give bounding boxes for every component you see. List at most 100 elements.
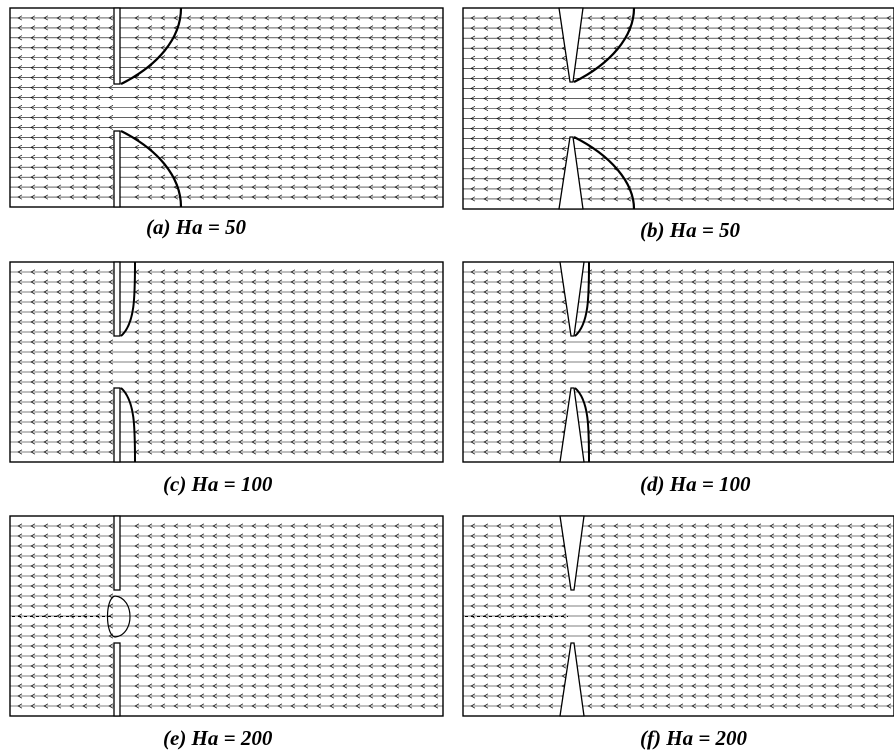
velocity-arrow	[186, 154, 192, 160]
velocity-arrow	[470, 429, 476, 435]
velocity-arrow	[420, 439, 426, 445]
velocity-arrow	[173, 523, 179, 529]
velocity-arrow	[43, 75, 49, 81]
velocity-arrow	[368, 95, 374, 101]
velocity-arrow	[173, 613, 179, 619]
velocity-arrow	[420, 85, 426, 91]
velocity-arrow	[82, 663, 88, 669]
velocity-arrow	[639, 186, 645, 192]
velocity-arrow	[613, 299, 619, 305]
velocity-arrow	[290, 623, 296, 629]
velocity-arrow	[420, 673, 426, 679]
velocity-arrow	[173, 703, 179, 709]
velocity-arrow	[17, 663, 23, 669]
velocity-arrow	[483, 419, 489, 425]
velocity-arrow	[82, 75, 88, 81]
velocity-arrow	[652, 563, 658, 569]
velocity-arrow	[355, 164, 361, 170]
velocity-arrow	[782, 45, 788, 51]
velocity-arrow	[730, 389, 736, 395]
velocity-arrow	[886, 196, 892, 202]
velocity-arrow	[509, 379, 515, 385]
velocity-arrow	[329, 389, 335, 395]
velocity-arrow	[704, 25, 710, 31]
velocity-arrow	[277, 154, 283, 160]
velocity-arrow	[808, 25, 814, 31]
velocity-arrow	[368, 429, 374, 435]
velocity-arrow	[548, 146, 554, 152]
velocity-arrow	[795, 673, 801, 679]
velocity-arrow	[756, 663, 762, 669]
velocity-arrow	[886, 35, 892, 41]
velocity-arrow	[160, 573, 166, 579]
velocity-arrow	[277, 623, 283, 629]
velocity-arrow	[82, 603, 88, 609]
velocity-arrow	[108, 75, 114, 81]
velocity-arrow	[535, 603, 541, 609]
velocity-arrow	[691, 543, 697, 549]
velocity-arrow	[342, 563, 348, 569]
velocity-arrow	[548, 623, 554, 629]
velocity-arrow	[860, 95, 866, 101]
velocity-arrow	[238, 339, 244, 345]
velocity-arrow	[730, 329, 736, 335]
velocity-arrow	[496, 399, 502, 405]
velocity-arrow	[639, 329, 645, 335]
velocity-arrow	[808, 703, 814, 709]
velocity-arrow	[509, 146, 515, 152]
velocity-arrow	[381, 184, 387, 190]
channel-frame	[9, 7, 444, 208]
velocity-arrow	[652, 349, 658, 355]
velocity-arrow	[756, 389, 762, 395]
velocity-arrow	[355, 75, 361, 81]
velocity-arrow	[535, 399, 541, 405]
velocity-arrow	[535, 35, 541, 41]
velocity-arrow	[626, 279, 632, 285]
velocity-arrow	[277, 184, 283, 190]
velocity-arrow	[134, 144, 140, 150]
velocity-arrow	[730, 309, 736, 315]
velocity-arrow	[407, 573, 413, 579]
velocity-arrow	[691, 75, 697, 81]
velocity-arrow	[316, 194, 322, 200]
velocity-arrow	[238, 194, 244, 200]
velocity-arrow	[496, 683, 502, 689]
velocity-arrow	[186, 523, 192, 529]
velocity-arrow	[316, 339, 322, 345]
velocity-arrow	[238, 429, 244, 435]
velocity-arrow	[173, 359, 179, 365]
velocity-arrow	[548, 349, 554, 355]
velocity-arrow	[433, 55, 439, 61]
velocity-arrow	[873, 309, 879, 315]
velocity-arrow	[496, 279, 502, 285]
velocity-arrow	[561, 75, 567, 81]
velocity-arrow	[420, 369, 426, 375]
velocity-arrow	[290, 399, 296, 405]
velocity-arrow	[743, 75, 749, 81]
velocity-arrow	[808, 573, 814, 579]
velocity-arrow	[847, 309, 853, 315]
velocity-arrow	[56, 184, 62, 190]
velocity-arrow	[381, 289, 387, 295]
velocity-arrow	[342, 194, 348, 200]
velocity-arrow	[652, 146, 658, 152]
velocity-arrow	[212, 623, 218, 629]
velocity-arrow	[212, 693, 218, 699]
velocity-arrow	[43, 563, 49, 569]
velocity-arrow	[290, 309, 296, 315]
velocity-arrow	[381, 633, 387, 639]
velocity-arrow	[873, 603, 879, 609]
velocity-arrow	[717, 55, 723, 61]
velocity-arrow	[407, 319, 413, 325]
velocity-arrow	[613, 603, 619, 609]
velocity-arrow	[535, 359, 541, 365]
velocity-arrow	[743, 603, 749, 609]
velocity-arrow	[95, 419, 101, 425]
velocity-arrow	[134, 15, 140, 21]
velocity-arrow	[173, 409, 179, 415]
velocity-arrow	[509, 116, 515, 122]
velocity-arrow	[160, 389, 166, 395]
velocity-arrow	[56, 369, 62, 375]
velocity-arrow	[600, 583, 606, 589]
velocity-arrow	[277, 299, 283, 305]
